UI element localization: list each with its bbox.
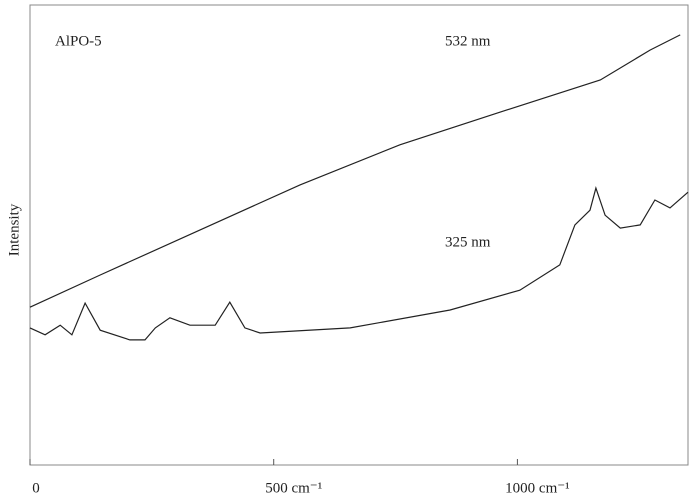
annotation: AlPO-5 [55, 33, 102, 49]
plot-frame [29, 4, 689, 466]
series-label: 325 nm [445, 234, 491, 250]
series-label: 532 nm [445, 33, 491, 49]
series-line [29, 34, 681, 308]
x-tick-label: 1000 cm⁻¹ [505, 480, 570, 496]
x-tick-label: 500 cm⁻¹ [265, 480, 322, 496]
x-tick-label: 0 [32, 480, 40, 496]
series-line [29, 186, 689, 341]
y-axis-label: Intensity [6, 203, 22, 256]
